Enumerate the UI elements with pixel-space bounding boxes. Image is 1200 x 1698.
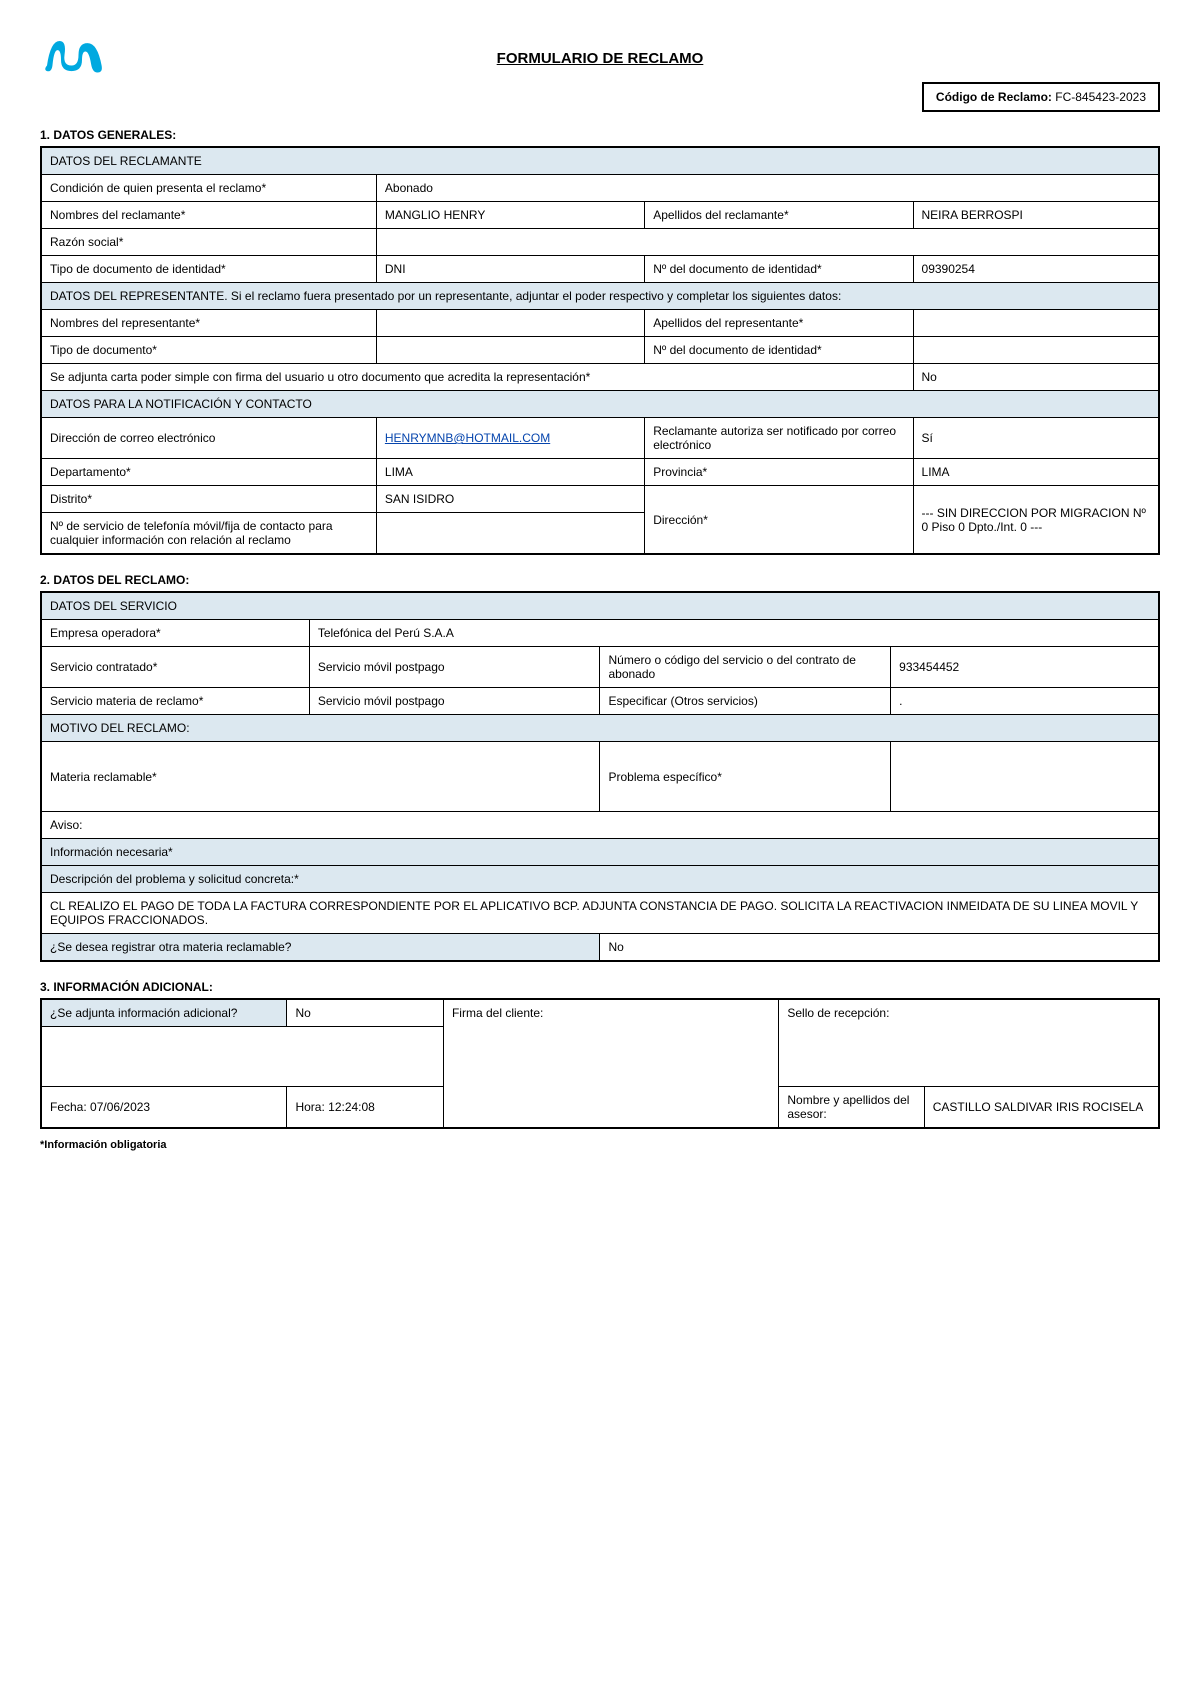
section1-heading: 1. DATOS GENERALES:: [40, 128, 1160, 142]
fecha-label: Fecha:: [50, 1100, 87, 1114]
claim-code-value: FC-845423-2023: [1055, 90, 1146, 104]
claim-code-box: Código de Reclamo: FC-845423-2023: [922, 82, 1160, 112]
numdoc-label: Nº del documento de identidad*: [645, 256, 913, 283]
apellidos-value: NEIRA BERROSPI: [913, 202, 1159, 229]
razon-value: [376, 229, 1159, 256]
contratado-value: Servicio móvil postpago: [309, 647, 600, 688]
autoriza-value: Sí: [913, 418, 1159, 459]
registrar-label: ¿Se desea registrar otra materia reclama…: [41, 934, 600, 962]
servicio-contacto-value: [376, 513, 644, 555]
condicion-label: Condición de quien presenta el reclamo*: [41, 175, 376, 202]
rep-nombres-label: Nombres del representante*: [41, 310, 376, 337]
materia-label: Servicio materia de reclamo*: [41, 688, 309, 715]
empresa-label: Empresa operadora*: [41, 620, 309, 647]
rep-numdoc-value: [913, 337, 1159, 364]
rep-tipodoc-label: Tipo de documento*: [41, 337, 376, 364]
sello-label: Sello de recepción:: [779, 999, 1159, 1087]
autoriza-label: Reclamante autoriza ser notificado por c…: [645, 418, 913, 459]
rep-apellidos-label: Apellidos del representante*: [645, 310, 913, 337]
servicio-header: DATOS DEL SERVICIO: [41, 592, 1159, 620]
depto-value: LIMA: [376, 459, 644, 486]
prob-value: [891, 742, 1159, 812]
tipodoc-value: DNI: [376, 256, 644, 283]
tipodoc-label: Tipo de documento de identidad*: [41, 256, 376, 283]
materia-value: Servicio móvil postpago: [309, 688, 600, 715]
rep-numdoc-label: Nº del documento de identidad*: [645, 337, 913, 364]
aviso-label: Aviso:: [41, 812, 1159, 839]
mat-recl-label: Materia reclamable*: [41, 742, 600, 812]
section3-heading: 3. INFORMACIÓN ADICIONAL:: [40, 980, 1160, 994]
espec-value: .: [891, 688, 1159, 715]
fecha-value: 07/06/2023: [90, 1100, 150, 1114]
direccion-label: Dirección*: [645, 486, 913, 555]
email-value[interactable]: HENRYMNB@HOTMAIL.COM: [385, 431, 550, 445]
numserv-value: 933454452: [891, 647, 1159, 688]
motivo-header: MOTIVO DEL RECLAMO:: [41, 715, 1159, 742]
espec-label: Especificar (Otros servicios): [600, 688, 891, 715]
fecha-cell: Fecha: 07/06/2023: [41, 1087, 287, 1129]
nombres-label: Nombres del reclamante*: [41, 202, 376, 229]
carta-label: Se adjunta carta poder simple con firma …: [41, 364, 913, 391]
section3-table: ¿Se adjunta información adicional? No Fi…: [40, 998, 1160, 1129]
hora-label: Hora:: [295, 1100, 324, 1114]
desc-value: CL REALIZO EL PAGO DE TODA LA FACTURA CO…: [41, 893, 1159, 934]
numdoc-value: 09390254: [913, 256, 1159, 283]
empresa-value: Telefónica del Perú S.A.A: [309, 620, 1159, 647]
section2-table: DATOS DEL SERVICIO Empresa operadora* Te…: [40, 591, 1160, 962]
blank-cell: [41, 1027, 443, 1087]
condicion-value: Abonado: [376, 175, 1159, 202]
adjunta-label: ¿Se adjunta información adicional?: [41, 999, 287, 1027]
reclamante-header: DATOS DEL RECLAMANTE: [41, 147, 1159, 175]
rep-header: DATOS DEL REPRESENTANTE. Si el reclamo f…: [41, 283, 1159, 310]
email-label: Dirección de correo electrónico: [41, 418, 376, 459]
firma-label: Firma del cliente:: [443, 999, 778, 1128]
numserv-label: Número o código del servicio o del contr…: [600, 647, 891, 688]
desc-label: Descripción del problema y solicitud con…: [41, 866, 1159, 893]
section2-heading: 2. DATOS DEL RECLAMO:: [40, 573, 1160, 587]
registrar-value: No: [600, 934, 1159, 962]
prob-label: Problema específico*: [600, 742, 891, 812]
info-nec-label: Información necesaria*: [41, 839, 1159, 866]
depto-label: Departamento*: [41, 459, 376, 486]
section1-table: DATOS DEL RECLAMANTE Condición de quien …: [40, 146, 1160, 555]
asesor-value: CASTILLO SALDIVAR IRIS ROCISELA: [924, 1087, 1159, 1129]
distrito-value: SAN ISIDRO: [376, 486, 644, 513]
nombres-value: MANGLIO HENRY: [376, 202, 644, 229]
servicio-contacto-label: Nº de servicio de telefonía móvil/fija d…: [41, 513, 376, 555]
footnote: *Información obligatoria: [40, 1139, 1160, 1151]
asesor-label: Nombre y apellidos del asesor:: [779, 1087, 924, 1129]
claim-code-label: Código de Reclamo:: [936, 90, 1052, 104]
hora-value: 12:24:08: [328, 1100, 375, 1114]
rep-nombres-value: [376, 310, 644, 337]
razon-label: Razón social*: [41, 229, 376, 256]
prov-value: LIMA: [913, 459, 1159, 486]
rep-tipodoc-value: [376, 337, 644, 364]
contratado-label: Servicio contratado*: [41, 647, 309, 688]
apellidos-label: Apellidos del reclamante*: [645, 202, 913, 229]
carta-value: No: [913, 364, 1159, 391]
direccion-value: --- SIN DIRECCION POR MIGRACION Nº 0 Pis…: [913, 486, 1159, 555]
rep-apellidos-value: [913, 310, 1159, 337]
prov-label: Provincia*: [645, 459, 913, 486]
movistar-logo: [40, 30, 110, 80]
adjunta-value: No: [287, 999, 444, 1027]
hora-cell: Hora: 12:24:08: [287, 1087, 444, 1129]
form-title: FORMULARIO DE RECLAMO: [40, 50, 1160, 67]
notif-header: DATOS PARA LA NOTIFICACIÓN Y CONTACTO: [41, 391, 1159, 418]
distrito-label: Distrito*: [41, 486, 376, 513]
